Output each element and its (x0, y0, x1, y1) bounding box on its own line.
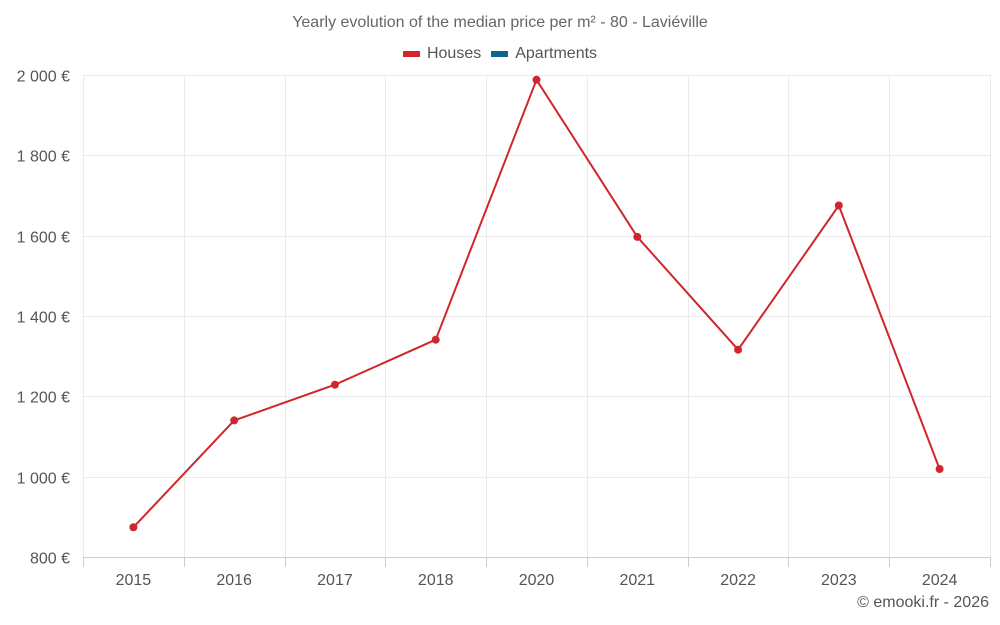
y-tick-label: 1 600 € (17, 230, 70, 247)
x-tick-label: 2016 (216, 572, 252, 589)
x-tick-label: 2020 (519, 572, 555, 589)
data-point-houses[interactable] (834, 201, 843, 210)
data-point-houses[interactable] (734, 345, 743, 354)
grid (83, 75, 991, 558)
y-tick-label: 1 400 € (17, 310, 70, 327)
y-tick-label: 1 000 € (17, 471, 70, 488)
x-tick-label: 2024 (922, 572, 958, 589)
series-line-houses (132, 78, 941, 529)
data-point-houses[interactable] (330, 380, 339, 389)
legend-item-houses[interactable]: Houses (402, 45, 482, 63)
x-tick-label: 2021 (619, 572, 655, 589)
data-point-houses[interactable] (129, 523, 138, 532)
series-layer (129, 75, 944, 532)
legend: Houses Apartments (0, 45, 1000, 63)
data-point-houses[interactable] (431, 335, 440, 344)
credit-text: © emooki.fr - 2026 (857, 594, 989, 611)
y-tick-label: 1 200 € (17, 390, 70, 407)
y-tick-label: 2 000 € (17, 69, 70, 86)
data-point-houses[interactable] (633, 232, 642, 241)
x-tick-label: 2022 (720, 572, 756, 589)
legend-swatch-houses (402, 51, 420, 57)
legend-label-apartments: Apartments (515, 45, 598, 62)
y-tick-label: 800 € (30, 551, 70, 568)
chart-title: Yearly evolution of the median price per… (292, 14, 708, 31)
axes: 800 € 1 000 € 1 200 € 1 400 € 1 600 € 1 800 €… (17, 69, 991, 589)
data-point-houses[interactable] (935, 465, 944, 473)
x-tick-label: 2017 (317, 572, 353, 589)
x-tick-label: 2018 (418, 572, 454, 589)
x-tick-label: 2023 (821, 572, 857, 589)
legend-swatch-apartments (491, 51, 509, 57)
data-point-houses[interactable] (532, 75, 541, 84)
legend-label-houses: Houses (426, 45, 482, 62)
x-tick-label: 2015 (116, 572, 152, 589)
y-tick-label: 1 800 € (17, 149, 70, 166)
data-point-houses[interactable] (230, 416, 239, 425)
legend-item-apartments[interactable]: Apartments (491, 45, 597, 63)
